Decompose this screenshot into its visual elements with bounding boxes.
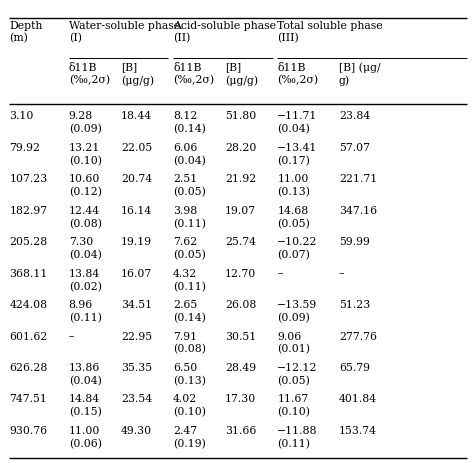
Text: 3.10: 3.10 — [9, 111, 34, 121]
Text: −10.22
(0.07): −10.22 (0.07) — [277, 237, 318, 260]
Text: 12.44
(0.08): 12.44 (0.08) — [69, 206, 102, 229]
Text: 34.51: 34.51 — [121, 300, 152, 310]
Text: 11.00
(0.13): 11.00 (0.13) — [277, 174, 310, 197]
Text: –: – — [69, 332, 74, 342]
Text: 8.96
(0.11): 8.96 (0.11) — [69, 300, 102, 323]
Text: Depth
(m): Depth (m) — [9, 21, 43, 44]
Text: 10.60
(0.12): 10.60 (0.12) — [69, 174, 102, 197]
Text: 19.07: 19.07 — [225, 206, 256, 216]
Text: 4.32
(0.11): 4.32 (0.11) — [173, 269, 206, 292]
Text: −11.71
(0.04): −11.71 (0.04) — [277, 111, 318, 134]
Text: 11.00
(0.06): 11.00 (0.06) — [69, 426, 102, 449]
Text: [B] (μg/
g): [B] (μg/ g) — [339, 63, 381, 86]
Text: 30.51: 30.51 — [225, 332, 256, 342]
Text: 14.68
(0.05): 14.68 (0.05) — [277, 206, 310, 229]
Text: 368.11: 368.11 — [9, 269, 48, 279]
Text: 13.86
(0.04): 13.86 (0.04) — [69, 363, 101, 386]
Text: 20.74: 20.74 — [121, 174, 152, 184]
Text: 16.07: 16.07 — [121, 269, 152, 279]
Text: 11.67
(0.10): 11.67 (0.10) — [277, 394, 310, 418]
Text: –: – — [277, 269, 283, 279]
Text: 153.74: 153.74 — [339, 426, 377, 436]
Text: −13.41
(0.17): −13.41 (0.17) — [277, 143, 318, 166]
Text: 2.51
(0.05): 2.51 (0.05) — [173, 174, 206, 197]
Text: 9.28
(0.09): 9.28 (0.09) — [69, 111, 101, 134]
Text: 28.20: 28.20 — [225, 143, 256, 153]
Text: 65.79: 65.79 — [339, 363, 370, 373]
Text: 79.92: 79.92 — [9, 143, 40, 153]
Text: 601.62: 601.62 — [9, 332, 48, 342]
Text: 14.84
(0.15): 14.84 (0.15) — [69, 394, 101, 418]
Text: 22.95: 22.95 — [121, 332, 152, 342]
Text: 401.84: 401.84 — [339, 394, 377, 405]
Text: −11.88
(0.11): −11.88 (0.11) — [277, 426, 318, 449]
Text: 347.16: 347.16 — [339, 206, 377, 216]
Text: δ11B
(‰,2σ): δ11B (‰,2σ) — [173, 63, 214, 85]
Text: 2.47
(0.19): 2.47 (0.19) — [173, 426, 206, 449]
Text: 626.28: 626.28 — [9, 363, 48, 373]
Text: 57.07: 57.07 — [339, 143, 370, 153]
Text: 18.44: 18.44 — [121, 111, 152, 121]
Text: 424.08: 424.08 — [9, 300, 47, 310]
Text: 205.28: 205.28 — [9, 237, 48, 247]
Text: 35.35: 35.35 — [121, 363, 152, 373]
Text: 25.74: 25.74 — [225, 237, 256, 247]
Text: 2.65
(0.14): 2.65 (0.14) — [173, 300, 206, 323]
Text: δ11B
(‰,2σ): δ11B (‰,2σ) — [277, 63, 319, 85]
Text: 16.14: 16.14 — [121, 206, 152, 216]
Text: 51.80: 51.80 — [225, 111, 256, 121]
Text: 930.76: 930.76 — [9, 426, 47, 436]
Text: 8.12
(0.14): 8.12 (0.14) — [173, 111, 206, 134]
Text: 23.84: 23.84 — [339, 111, 370, 121]
Text: 19.19: 19.19 — [121, 237, 152, 247]
Text: Water-soluble phase
(I): Water-soluble phase (I) — [69, 21, 180, 44]
Text: 13.21
(0.10): 13.21 (0.10) — [69, 143, 102, 166]
Text: 7.62
(0.05): 7.62 (0.05) — [173, 237, 206, 260]
Text: 26.08: 26.08 — [225, 300, 256, 310]
Text: −13.59
(0.09): −13.59 (0.09) — [277, 300, 318, 323]
Text: 221.71: 221.71 — [339, 174, 377, 184]
Text: [B]
(μg/g): [B] (μg/g) — [225, 63, 258, 86]
Text: 49.30: 49.30 — [121, 426, 152, 436]
Text: 3.98
(0.11): 3.98 (0.11) — [173, 206, 206, 229]
Text: Acid-soluble phase
(II): Acid-soluble phase (II) — [173, 21, 276, 44]
Text: 747.51: 747.51 — [9, 394, 47, 405]
Text: 7.91
(0.08): 7.91 (0.08) — [173, 332, 206, 355]
Text: 12.70: 12.70 — [225, 269, 256, 279]
Text: 28.49: 28.49 — [225, 363, 256, 373]
Text: 107.23: 107.23 — [9, 174, 48, 184]
Text: 21.92: 21.92 — [225, 174, 256, 184]
Text: 17.30: 17.30 — [225, 394, 256, 405]
Text: 59.99: 59.99 — [339, 237, 370, 247]
Text: [B]
(μg/g): [B] (μg/g) — [121, 63, 154, 86]
Text: −12.12
(0.05): −12.12 (0.05) — [277, 363, 318, 386]
Text: 51.23: 51.23 — [339, 300, 370, 310]
Text: 23.54: 23.54 — [121, 394, 152, 405]
Text: 182.97: 182.97 — [9, 206, 47, 216]
Text: 4.02
(0.10): 4.02 (0.10) — [173, 394, 206, 418]
Text: 13.84
(0.02): 13.84 (0.02) — [69, 269, 102, 292]
Text: –: – — [339, 269, 345, 279]
Text: 31.66: 31.66 — [225, 426, 256, 436]
Text: 22.05: 22.05 — [121, 143, 152, 153]
Text: 277.76: 277.76 — [339, 332, 377, 342]
Text: δ11B
(‰,2σ): δ11B (‰,2σ) — [69, 63, 110, 85]
Text: 7.30
(0.04): 7.30 (0.04) — [69, 237, 101, 260]
Text: 6.06
(0.04): 6.06 (0.04) — [173, 143, 206, 166]
Text: Total soluble phase
(III): Total soluble phase (III) — [277, 21, 383, 44]
Text: 6.50
(0.13): 6.50 (0.13) — [173, 363, 206, 386]
Text: 9.06
(0.01): 9.06 (0.01) — [277, 332, 310, 355]
